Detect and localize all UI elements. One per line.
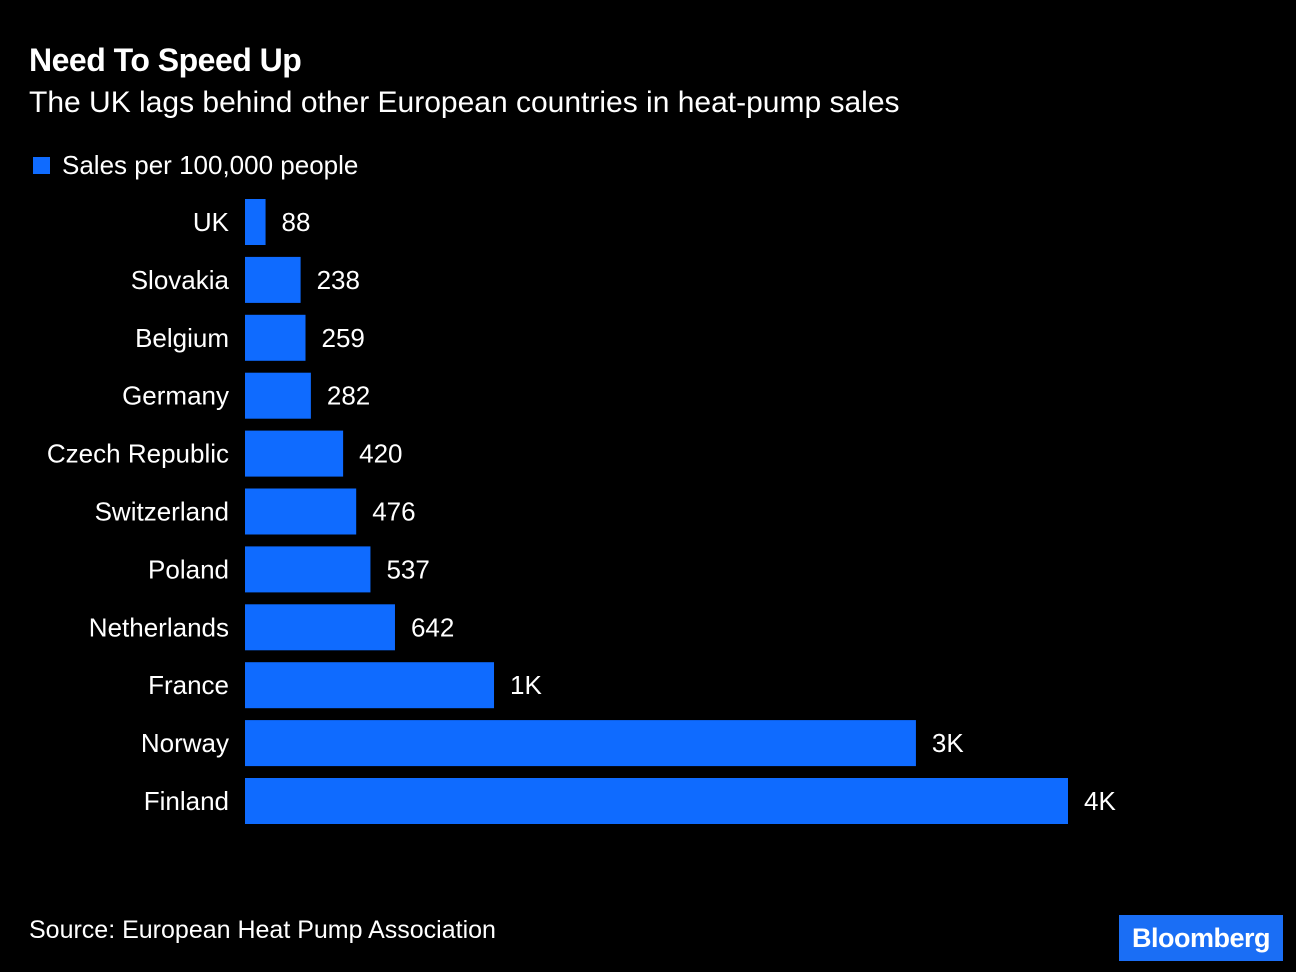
data-label: 476 bbox=[372, 497, 415, 527]
bar bbox=[245, 199, 266, 245]
bar bbox=[245, 430, 344, 477]
category-label: France bbox=[148, 670, 229, 700]
data-label: 3K bbox=[932, 728, 964, 758]
legend: Sales per 100,000 people bbox=[33, 150, 358, 181]
category-label: Poland bbox=[148, 554, 229, 584]
data-label: 88 bbox=[282, 207, 311, 237]
category-label: Czech Republic bbox=[47, 439, 229, 469]
bar bbox=[245, 662, 495, 709]
chart-subtitle: The UK lags behind other European countr… bbox=[29, 86, 900, 119]
data-label: 420 bbox=[359, 439, 402, 469]
category-label: Belgium bbox=[135, 323, 229, 353]
category-label: Netherlands bbox=[89, 612, 229, 642]
category-label: Slovakia bbox=[131, 265, 230, 295]
category-label: Norway bbox=[141, 728, 229, 758]
category-label: Switzerland bbox=[95, 497, 229, 527]
bar bbox=[245, 314, 306, 361]
data-label: 282 bbox=[327, 381, 370, 411]
category-label: Germany bbox=[122, 381, 229, 411]
category-label: Finland bbox=[144, 786, 229, 816]
bloomberg-logo: Bloomberg bbox=[1119, 915, 1283, 961]
bar bbox=[245, 546, 371, 593]
data-label: 642 bbox=[411, 612, 454, 642]
data-label: 537 bbox=[386, 554, 429, 584]
bar bbox=[245, 488, 357, 535]
bar bbox=[245, 778, 1068, 824]
bar bbox=[245, 256, 301, 303]
chart-title: Need To Speed Up bbox=[29, 42, 302, 78]
legend-swatch bbox=[33, 157, 50, 174]
data-label: 4K bbox=[1084, 786, 1116, 816]
bar bbox=[245, 720, 916, 767]
bar bbox=[245, 372, 311, 419]
bar bbox=[245, 604, 395, 651]
data-label: 238 bbox=[317, 265, 360, 295]
source-note: Source: European Heat Pump Association bbox=[29, 916, 496, 944]
data-label: 259 bbox=[322, 323, 365, 353]
legend-label: Sales per 100,000 people bbox=[62, 150, 359, 180]
category-label: UK bbox=[193, 207, 230, 237]
data-label: 1K bbox=[510, 670, 542, 700]
